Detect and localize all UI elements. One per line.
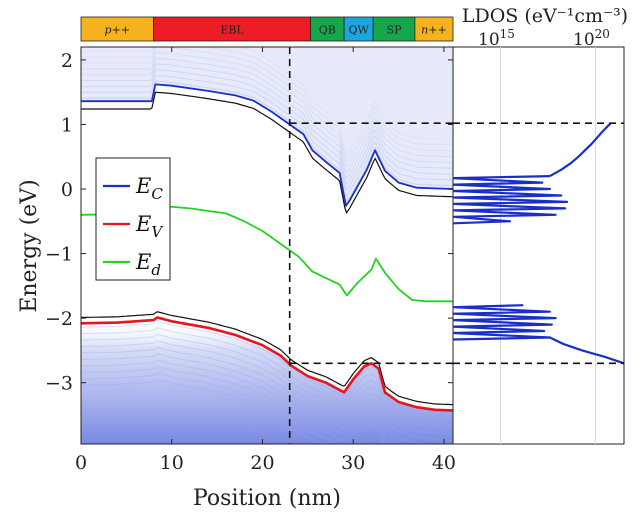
x-tick-label: 20 xyxy=(250,452,274,474)
ldos-axis-title: LDOS (eV⁻¹cm⁻³) xyxy=(462,5,628,27)
ldos-tick-label: 1020 xyxy=(573,27,610,50)
valence-band-density-shading xyxy=(81,317,453,444)
region-sp xyxy=(372,16,416,42)
ldos-series xyxy=(453,122,624,365)
ldos-plot-frame xyxy=(452,46,625,445)
region-label: EBL xyxy=(220,24,244,37)
conduction-edge-outline xyxy=(81,91,453,215)
region-label: SP xyxy=(387,24,403,37)
device-region-bar: p++ EBL QB QW SP n++ xyxy=(80,16,454,42)
ldos-conduction-tail xyxy=(549,122,612,178)
conduction-fringe xyxy=(81,57,453,180)
y-tick-label: 1 xyxy=(61,114,73,136)
legend-box xyxy=(95,157,171,281)
legend-label: Ed xyxy=(135,250,161,279)
ldos-tick-label: 1015 xyxy=(478,27,515,50)
conduction-fringe xyxy=(81,69,453,192)
y-axis-title: Energy (eV) xyxy=(17,179,42,312)
conduction-fringe xyxy=(81,47,453,157)
ldos-gridlines xyxy=(500,47,596,444)
ldos-tick-labels: 1015 1020 xyxy=(478,27,610,50)
region-nplusplus xyxy=(414,16,454,42)
x-tick-label: 40 xyxy=(432,452,456,474)
valence-fringe xyxy=(81,320,453,415)
series-line-e-v xyxy=(81,316,453,412)
region-label: n++ xyxy=(421,24,447,37)
conduction-fringe xyxy=(81,80,453,203)
region-label: p++ xyxy=(105,24,130,37)
x-tick-label: 0 xyxy=(75,452,87,474)
series-line-e-d xyxy=(81,204,453,303)
valence-fringe xyxy=(81,333,453,428)
conduction-fringe xyxy=(81,47,453,169)
region-pplusplus xyxy=(80,16,154,42)
valence-shade xyxy=(81,317,453,444)
region-label: QB xyxy=(319,24,336,37)
legend-label: EV xyxy=(135,212,164,241)
valence-fringe xyxy=(81,346,453,441)
region-label: QW xyxy=(348,24,369,37)
y-tick-label: −2 xyxy=(45,308,73,330)
legend-label: EC xyxy=(135,174,163,203)
x-tick-label: 10 xyxy=(160,452,184,474)
x-tick-label: 30 xyxy=(341,452,365,474)
region-qb xyxy=(310,16,345,42)
valence-edge-outline xyxy=(81,311,453,406)
ldos-valence-comb xyxy=(453,304,557,341)
region-ebl xyxy=(153,16,311,42)
valence-fringe xyxy=(81,340,453,435)
legend: EC EV Ed xyxy=(95,157,171,281)
y-tick-label: −1 xyxy=(45,244,73,266)
energy-band-series xyxy=(81,83,453,412)
conduction-shade xyxy=(81,47,453,205)
y-tick-label: 0 xyxy=(61,179,73,201)
ldos-conduction-comb xyxy=(453,175,569,225)
series-line-e-c xyxy=(81,83,453,207)
conduction-fringe xyxy=(81,47,453,163)
valence-fringe xyxy=(81,372,385,444)
valence-fringe xyxy=(81,359,399,444)
valence-fringe xyxy=(81,353,425,444)
y-tick-label: 2 xyxy=(61,50,73,72)
y-tick-label: −3 xyxy=(45,373,73,395)
conduction-fringe xyxy=(81,63,453,186)
x-axis-title: Position (nm) xyxy=(193,486,341,511)
ldos-valence-tail xyxy=(549,336,624,365)
ldos-dashed-lines xyxy=(453,122,624,365)
dashed-reference-lines xyxy=(288,47,453,444)
valence-fringe xyxy=(81,366,390,444)
conduction-fringe xyxy=(81,74,453,198)
valence-fringe xyxy=(81,327,453,422)
conduction-fringe xyxy=(81,51,453,174)
conduction-band-density-shading xyxy=(81,47,453,205)
valence-fringe xyxy=(81,378,383,444)
